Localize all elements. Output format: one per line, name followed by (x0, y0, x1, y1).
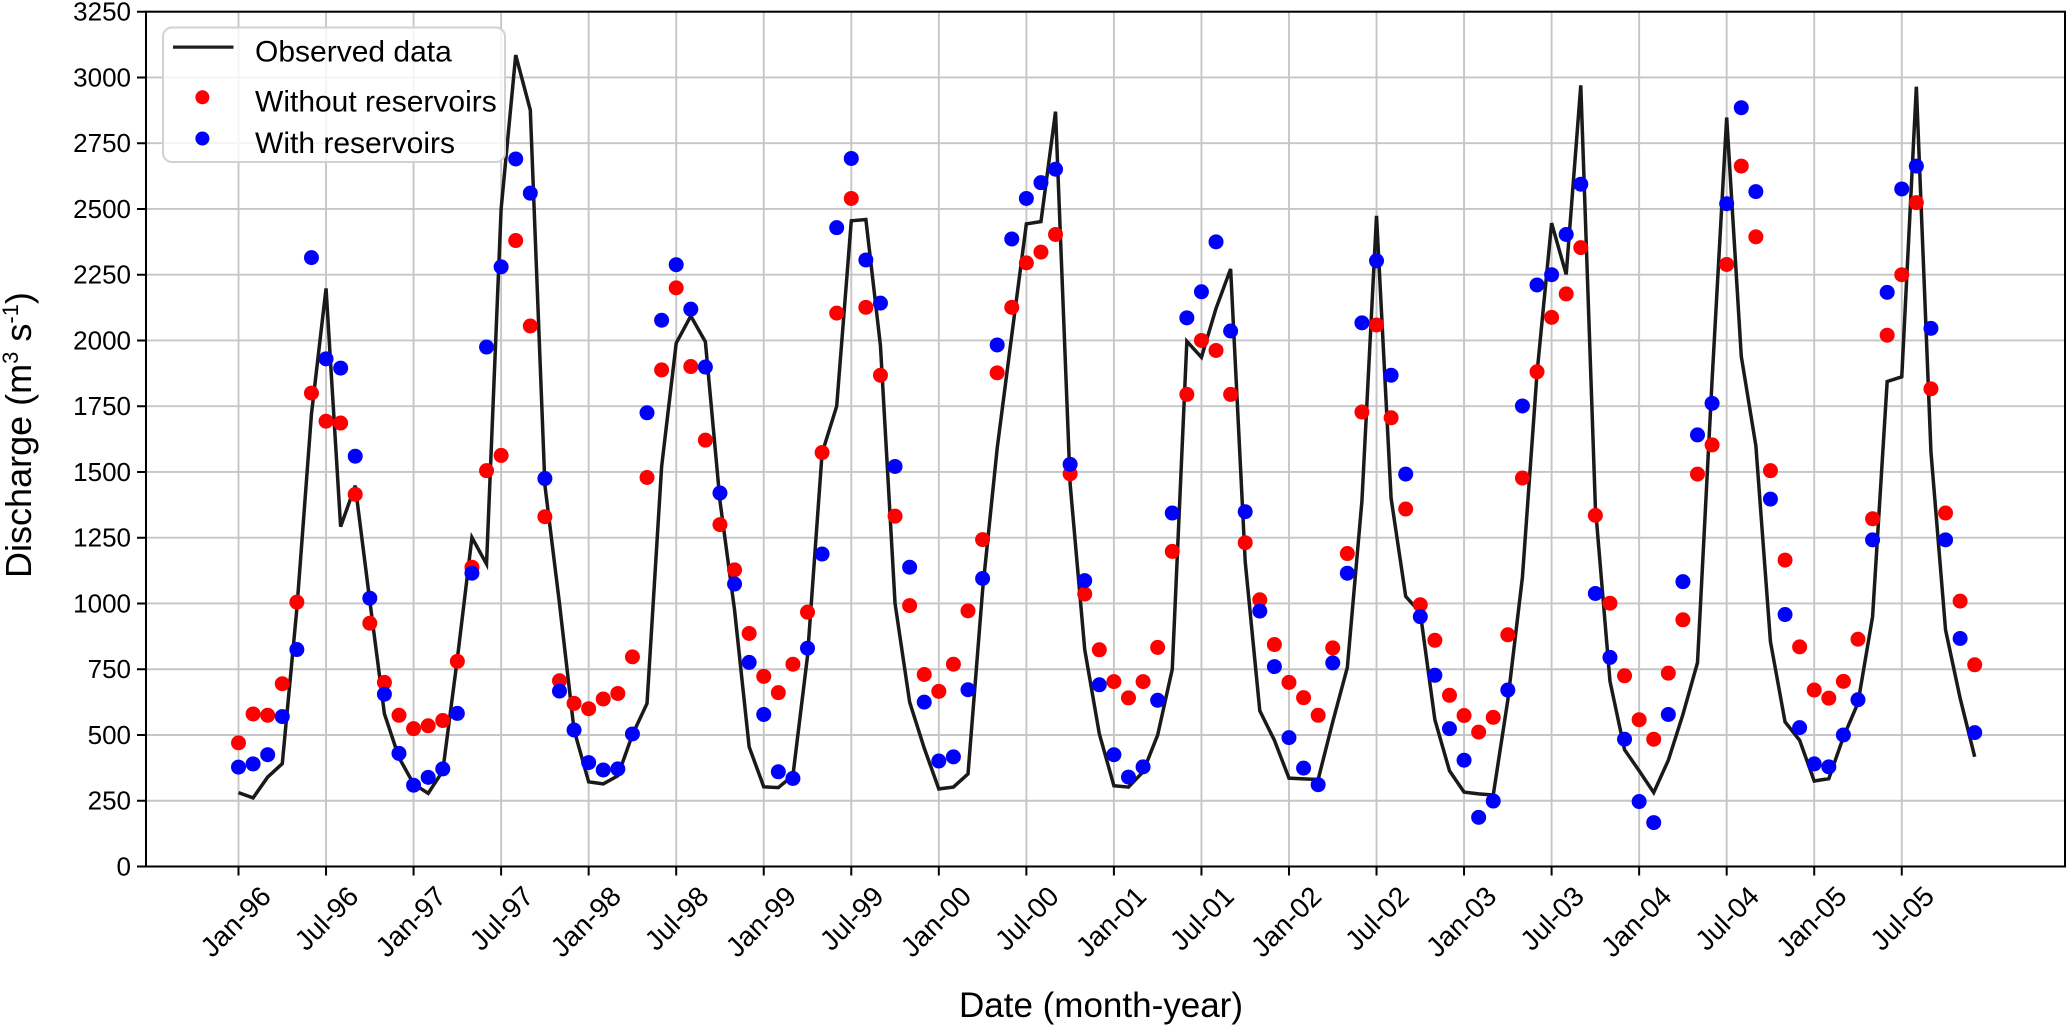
svg-text:Observed data: Observed data (255, 36, 452, 69)
svg-text:3250: 3250 (73, 0, 131, 27)
svg-text:Without reservoirs: Without reservoirs (255, 86, 497, 119)
svg-text:2500: 2500 (73, 194, 131, 224)
svg-text:500: 500 (88, 720, 131, 750)
svg-text:With reservoirs: With reservoirs (255, 127, 455, 160)
svg-text:Discharge (m3 s-1): Discharge (m3 s-1) (0, 292, 39, 578)
svg-text:0: 0 (117, 852, 131, 882)
svg-text:750: 750 (88, 654, 131, 684)
svg-text:3000: 3000 (73, 63, 131, 93)
svg-text:250: 250 (88, 786, 131, 816)
svg-text:1000: 1000 (73, 589, 131, 619)
svg-text:1500: 1500 (73, 457, 131, 487)
svg-text:1750: 1750 (73, 391, 131, 421)
svg-text:Date (month-year): Date (month-year) (959, 986, 1243, 1025)
svg-text:2750: 2750 (73, 128, 131, 158)
svg-text:2250: 2250 (73, 260, 131, 290)
svg-text:1250: 1250 (73, 523, 131, 553)
svg-text:2000: 2000 (73, 326, 131, 356)
